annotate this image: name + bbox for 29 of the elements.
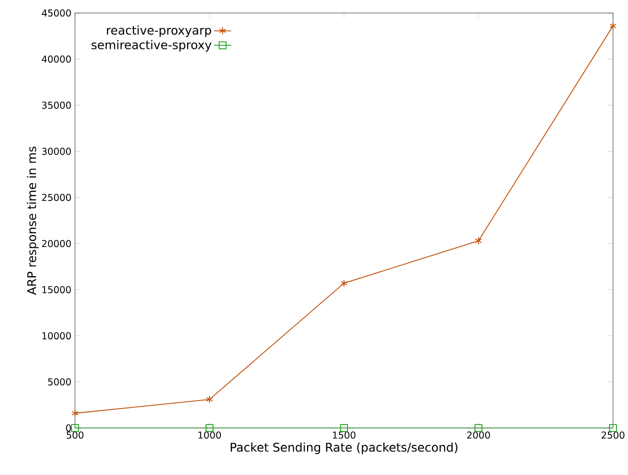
x-tick-label: 1500 — [333, 432, 356, 439]
point — [610, 22, 616, 30]
legend-label: reactive-proxyarp — [106, 25, 212, 38]
point — [475, 236, 482, 245]
point — [340, 279, 348, 288]
x-tick-label: 1000 — [198, 432, 221, 439]
y-tick-label: 45000 — [42, 9, 71, 17]
point — [206, 395, 213, 404]
point — [340, 424, 348, 432]
point — [71, 424, 79, 432]
y-tick-label: 40000 — [42, 56, 71, 63]
point — [72, 409, 78, 418]
y-tick-label: 0 — [66, 424, 71, 432]
y-tick-label: 30000 — [42, 148, 71, 155]
y-tick-label: 20000 — [42, 240, 71, 248]
point — [609, 424, 617, 432]
y-tick-label: 5000 — [48, 378, 71, 386]
x-tick-label: 2000 — [467, 432, 490, 439]
y-tick-label: 25000 — [42, 194, 71, 202]
x-axis-title: Packet Sending Rate (packets/second) — [230, 442, 458, 454]
point — [206, 424, 214, 432]
y-tick-label: 15000 — [42, 286, 71, 294]
y-axis-title: ARP response time in ms — [26, 146, 39, 295]
y-tick-label: 35000 — [42, 102, 71, 109]
x-tick-label: 500 — [66, 432, 84, 439]
y-tick-label: 10000 — [42, 332, 71, 340]
point — [474, 424, 482, 432]
legend-label: semireactive-sproxy — [92, 40, 212, 52]
x-tick-label: 2500 — [602, 432, 624, 439]
